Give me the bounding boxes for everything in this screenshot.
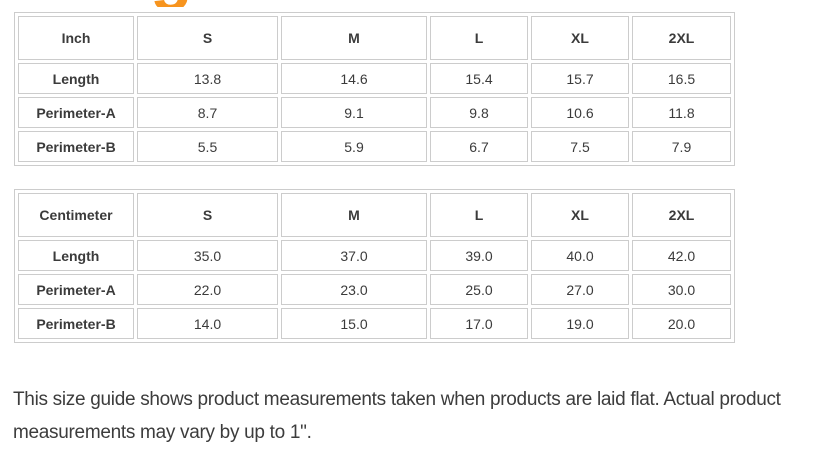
unit-header-cell: Inch <box>18 16 134 60</box>
value-cell: 22.0 <box>137 274 278 305</box>
size-table-inch: Inch S M L XL 2XL Length 13.8 14.6 15.4 … <box>14 12 735 166</box>
row-label-cell: Length <box>18 63 134 94</box>
value-cell: 40.0 <box>531 240 629 271</box>
row-label-cell: Length <box>18 240 134 271</box>
value-cell: 14.0 <box>137 308 278 339</box>
value-cell: 7.9 <box>632 131 731 162</box>
value-cell: 15.0 <box>281 308 427 339</box>
size-header-cell: M <box>281 193 427 237</box>
table-row: Length 13.8 14.6 15.4 15.7 16.5 <box>18 63 731 94</box>
value-cell: 23.0 <box>281 274 427 305</box>
size-table-centimeter: Centimeter S M L XL 2XL Length 35.0 37.0… <box>14 189 735 343</box>
table-row: Length 35.0 37.0 39.0 40.0 42.0 <box>18 240 731 271</box>
value-cell: 9.8 <box>430 97 528 128</box>
measurement-note: This size guide shows product measuremen… <box>13 383 813 449</box>
row-label-cell: Perimeter-B <box>18 308 134 339</box>
size-header-cell: L <box>430 193 528 237</box>
value-cell: 19.0 <box>531 308 629 339</box>
value-cell: 8.7 <box>137 97 278 128</box>
value-cell: 14.6 <box>281 63 427 94</box>
truncated-heading-glyph: g <box>150 0 193 7</box>
row-label-cell: Perimeter-A <box>18 274 134 305</box>
size-header-cell: XL <box>531 16 629 60</box>
table-header-row: Inch S M L XL 2XL <box>18 16 731 60</box>
size-header-cell: M <box>281 16 427 60</box>
table-row: Perimeter-A 8.7 9.1 9.8 10.6 11.8 <box>18 97 731 128</box>
value-cell: 25.0 <box>430 274 528 305</box>
value-cell: 15.4 <box>430 63 528 94</box>
value-cell: 7.5 <box>531 131 629 162</box>
value-cell: 9.1 <box>281 97 427 128</box>
size-header-cell: L <box>430 16 528 60</box>
value-cell: 10.6 <box>531 97 629 128</box>
size-header-cell: S <box>137 16 278 60</box>
size-header-cell: 2XL <box>632 16 731 60</box>
value-cell: 42.0 <box>632 240 731 271</box>
table-row: Perimeter-B 5.5 5.9 6.7 7.5 7.9 <box>18 131 731 162</box>
value-cell: 37.0 <box>281 240 427 271</box>
size-header-cell: 2XL <box>632 193 731 237</box>
value-cell: 16.5 <box>632 63 731 94</box>
value-cell: 27.0 <box>531 274 629 305</box>
row-label-cell: Perimeter-B <box>18 131 134 162</box>
size-header-cell: S <box>137 193 278 237</box>
value-cell: 20.0 <box>632 308 731 339</box>
value-cell: 17.0 <box>430 308 528 339</box>
size-header-cell: XL <box>531 193 629 237</box>
value-cell: 6.7 <box>430 131 528 162</box>
table-row: Perimeter-B 14.0 15.0 17.0 19.0 20.0 <box>18 308 731 339</box>
row-label-cell: Perimeter-A <box>18 97 134 128</box>
value-cell: 30.0 <box>632 274 731 305</box>
truncated-heading: g <box>150 0 196 7</box>
table-header-row: Centimeter S M L XL 2XL <box>18 193 731 237</box>
value-cell: 13.8 <box>137 63 278 94</box>
value-cell: 11.8 <box>632 97 731 128</box>
value-cell: 39.0 <box>430 240 528 271</box>
value-cell: 35.0 <box>137 240 278 271</box>
measurement-note-line: measurements may vary by up to 1". <box>13 422 312 443</box>
value-cell: 5.5 <box>137 131 278 162</box>
unit-header-cell: Centimeter <box>18 193 134 237</box>
measurement-note-line: This size guide shows product measuremen… <box>13 389 781 410</box>
value-cell: 15.7 <box>531 63 629 94</box>
value-cell: 5.9 <box>281 131 427 162</box>
table-row: Perimeter-A 22.0 23.0 25.0 27.0 30.0 <box>18 274 731 305</box>
